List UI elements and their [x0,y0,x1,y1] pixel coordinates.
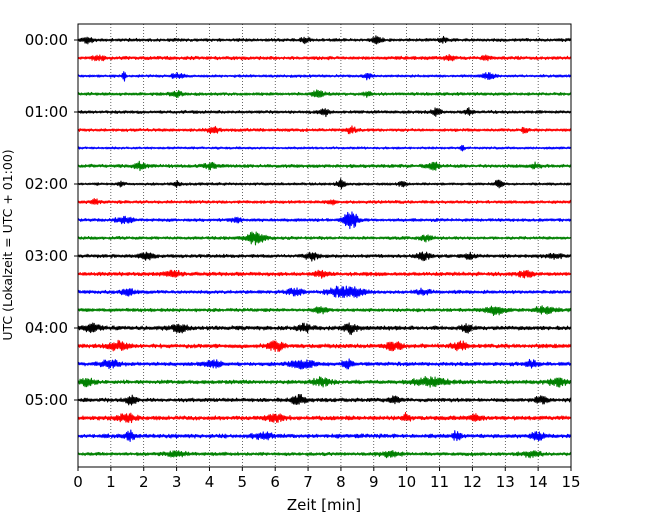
trace-row-0045 [77,89,572,99]
trace-row-0330 [77,285,572,299]
x-tick-label-12: 12 [463,473,482,491]
x-axis-label: Zeit [min] [287,496,361,514]
x-tick-label-8: 8 [336,473,346,491]
plot-frame [77,23,572,468]
x-tick-label-10: 10 [397,473,416,491]
x-tick-label-11: 11 [430,473,449,491]
x-tick-label-14: 14 [529,473,548,491]
x-tick-label-0: 0 [73,473,83,491]
trace-row-0545 [77,450,572,459]
x-tick-label-5: 5 [238,473,248,491]
x-tick-label-1: 1 [106,473,116,491]
trace-row-0530 [77,429,572,443]
x-tick-label-9: 9 [369,473,379,491]
trace-row-0230 [77,211,572,230]
trace-row-0145 [77,160,572,172]
x-tick-label-7: 7 [303,473,313,491]
y-tick-label-0400: 04:00 [25,319,68,337]
y-axis-label: UTC (Lokalzeit = UTC + 01:00) [0,149,15,340]
x-tick-label-15: 15 [561,473,580,491]
trace-row-0245 [77,231,572,246]
trace-row-0445 [77,376,572,388]
y-tick-label-0000: 00:00 [25,31,68,49]
trace-row-0100 [77,107,572,118]
trace-row-0215 [77,198,572,206]
y-tick-label-0200: 02:00 [25,175,68,193]
trace-row-0345 [77,305,572,316]
x-tick-label-13: 13 [496,473,515,491]
trace-row-0430 [77,358,572,370]
trace-row-0115 [77,125,572,135]
x-tick-label-3: 3 [172,473,182,491]
trace-row-0000 [77,35,572,45]
x-tick-label-2: 2 [139,473,149,491]
x-axis-ticks: 0 1 2 3 4 5 6 7 8 9 10 11 12 13 14 15 [73,467,581,491]
trace-row-0515 [77,411,572,424]
trace-row-0300 [77,251,572,262]
trace-row-0500 [77,393,572,406]
y-tick-label-0300: 03:00 [25,247,68,265]
x-tick-label-4: 4 [205,473,215,491]
trace-row-0200 [77,178,572,190]
vertical-gridlines [110,24,539,467]
trace-row-0015 [77,54,572,62]
y-axis-ticks: 00:00 01:00 02:00 03:00 04:00 05:00 [25,31,78,409]
trace-row-0030 [77,71,572,82]
trace-row-0315 [77,269,572,279]
x-tick-label-6: 6 [270,473,280,491]
y-tick-label-0100: 01:00 [25,103,68,121]
y-tick-label-0500: 05:00 [25,391,68,409]
seismogram-traces [77,35,572,459]
trace-row-0130 [77,144,572,152]
trace-row-0400 [77,322,572,336]
trace-row-0415 [77,339,572,353]
